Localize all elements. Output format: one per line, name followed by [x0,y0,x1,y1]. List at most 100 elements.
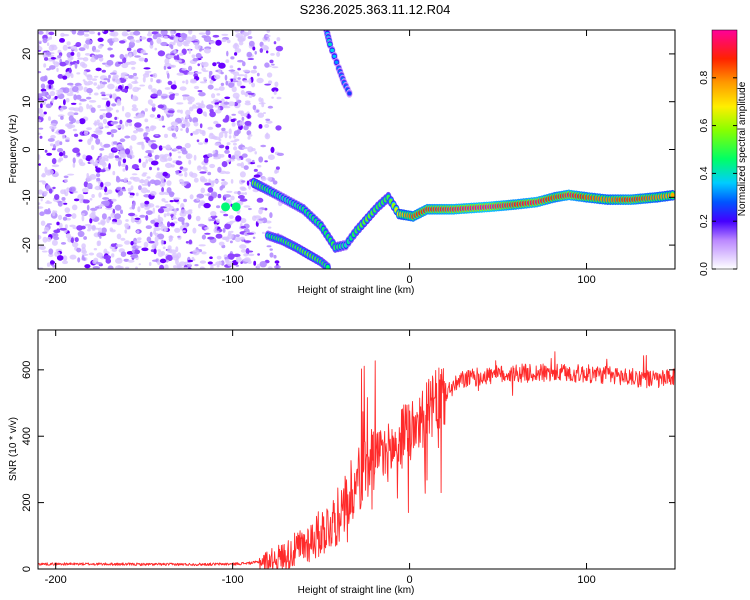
noise-speck [175,160,183,166]
noise-speck [240,187,247,191]
noise-speck [170,84,177,90]
noise-speck [39,245,46,251]
noise-speck [204,226,210,230]
noise-speck [201,251,207,255]
noise-speck [38,108,44,114]
noise-speck [141,183,149,186]
noise-speck [143,133,148,138]
noise-speck [257,112,265,118]
noise-speck [256,263,261,269]
noise-speck [192,249,200,256]
noise-speck [81,213,85,216]
noise-speck [54,140,59,147]
noise-speck [49,125,57,130]
noise-speck [167,110,175,114]
noise-speck [226,50,229,57]
noise-speck [63,175,69,179]
noise-speck [196,139,200,143]
noise-speck [122,158,127,164]
spectrogram-ylabel: Frequency (Hz) [8,115,19,184]
noise-speck [215,233,223,239]
noise-speck [221,33,229,36]
noise-speck [92,161,99,167]
noise-speck [71,30,77,35]
noise-speck [266,50,269,54]
noise-speck [185,109,191,116]
noise-speck [148,31,151,34]
noise-speck [257,253,260,256]
noise-speck [91,194,95,198]
noise-speck [153,248,157,255]
noise-speck [112,121,119,124]
noise-speck [107,265,114,269]
noise-speck [159,264,165,269]
noise-speck [81,187,89,193]
noise-speck [126,47,132,52]
noise-speck [91,54,95,59]
noise-speck [263,112,266,114]
noise-speck [173,265,178,269]
noise-speck [92,266,100,269]
noise-speck [49,260,56,265]
noise-speck [247,136,251,140]
noise-speck [122,168,126,172]
noise-speck [229,240,233,244]
noise-speck [132,176,140,182]
noise-speck [91,133,97,138]
noise-speck [199,260,206,264]
noise-speck [154,236,159,242]
noise-speck [258,208,263,215]
noise-speck [228,82,235,88]
noise-speck [213,136,221,140]
noise-speck [151,244,156,250]
noise-speck [138,263,141,266]
noise-speck [234,138,240,142]
noise-speck [78,139,83,142]
noise-speck [62,150,66,156]
noise-speck [237,195,245,199]
noise-speck [163,35,168,39]
noise-speck [241,180,246,183]
noise-speck [88,93,92,96]
noise-speck [166,180,172,186]
noise-speck [221,236,228,240]
noise-speck [185,153,193,160]
noise-speck [229,65,234,69]
noise-speck [91,144,95,151]
noise-speck [124,148,131,155]
noise-speck [149,40,154,46]
noise-speck [148,84,153,90]
noise-speck [140,202,145,206]
noise-speck [169,126,177,129]
noise-speck [149,114,155,118]
noise-speck [101,81,108,85]
noise-speck [131,104,137,108]
noise-speck [141,247,149,252]
noise-speck [119,138,126,143]
noise-speck [112,37,119,43]
noise-speck [134,240,142,244]
noise-speck [103,78,109,81]
noise-speck [117,190,124,196]
noise-speck [251,148,256,152]
noise-speck [199,48,205,51]
noise-speck [253,260,257,266]
noise-speck [83,30,90,33]
noise-speck [149,231,153,237]
noise-speck [77,57,85,60]
noise-speck [49,90,56,97]
noise-speck [237,110,243,115]
noise-speck [179,52,184,56]
noise-speck [258,156,264,163]
noise-speck [127,181,132,185]
noise-speck [239,244,247,249]
noise-speck [115,258,123,264]
noise-speck [86,96,92,100]
colorbar-tick-label: 0.4 [699,166,710,180]
noise-speck [199,123,203,129]
noise-speck [236,163,242,167]
noise-speck [121,33,130,36]
noise-speck [204,138,209,143]
noise-speck [96,177,101,182]
noise-speck [249,134,253,137]
